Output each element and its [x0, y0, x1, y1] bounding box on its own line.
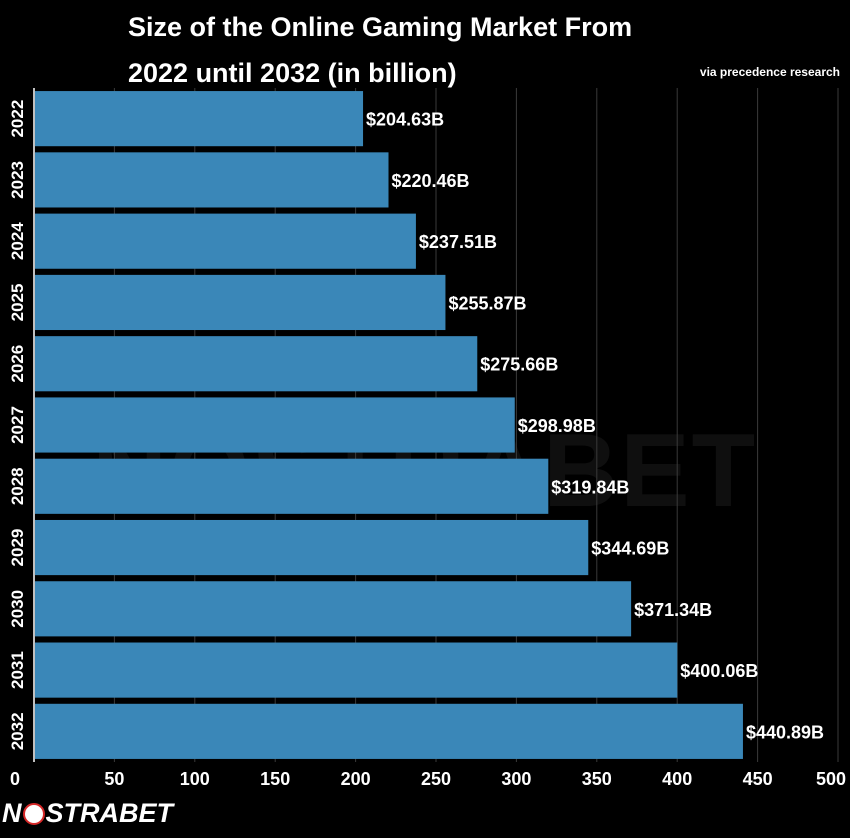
value-label-2025: $255.87B: [448, 293, 526, 313]
bar-2030: [35, 581, 632, 637]
x-tick-label-0: 0: [10, 769, 20, 789]
chart-title: Size of the Online Gaming Market From 20…: [128, 4, 688, 96]
value-label-2023: $220.46B: [391, 171, 469, 191]
category-label-2027: 2027: [8, 406, 27, 444]
x-tick-label-50: 50: [104, 769, 124, 789]
value-label-2031: $400.06B: [680, 661, 758, 681]
x-tick-label-300: 300: [501, 769, 531, 789]
chart-title-line-2: 2022 until 2032 (in billion): [128, 58, 457, 88]
logo-text-left: N: [2, 798, 22, 828]
value-label-2024: $237.51B: [419, 232, 497, 252]
x-tick-label-250: 250: [421, 769, 451, 789]
category-label-2024: 2024: [8, 222, 27, 260]
x-tick-label-100: 100: [180, 769, 210, 789]
category-label-2032: 2032: [8, 712, 27, 750]
chart-title-line-1: Size of the Online Gaming Market From: [128, 12, 633, 42]
x-tick-label-350: 350: [582, 769, 612, 789]
x-tick-label-450: 450: [743, 769, 773, 789]
x-tick-label-150: 150: [260, 769, 290, 789]
value-label-2022: $204.63B: [366, 110, 444, 130]
bar-2031: [35, 642, 678, 698]
category-label-2029: 2029: [8, 529, 27, 567]
bar-2026: [35, 336, 478, 392]
x-tick-label-400: 400: [662, 769, 692, 789]
bar-2023: [35, 152, 389, 208]
category-label-2030: 2030: [8, 590, 27, 628]
bar-2028: [35, 458, 549, 514]
bar-2027: [35, 397, 515, 453]
value-label-2032: $440.89B: [746, 722, 824, 742]
logo-text-right: STRABET: [45, 798, 174, 828]
brand-logo: N STRABET: [2, 798, 173, 829]
category-label-2025: 2025: [8, 284, 27, 322]
bar-2029: [35, 519, 589, 576]
value-label-2028: $319.84B: [551, 477, 629, 497]
category-label-2028: 2028: [8, 467, 27, 505]
source-note: via precedence research: [699, 65, 840, 79]
x-tick-label-500: 500: [816, 769, 846, 789]
soccer-ball-icon: [22, 802, 45, 825]
category-label-2031: 2031: [8, 651, 27, 689]
bar-2032: [35, 703, 743, 759]
bar-2025: [35, 274, 446, 331]
category-label-2023: 2023: [8, 161, 27, 199]
value-label-2029: $344.69B: [591, 539, 669, 559]
category-label-2022: 2022: [8, 100, 27, 138]
value-label-2027: $298.98B: [518, 416, 596, 436]
value-label-2030: $371.34B: [634, 600, 712, 620]
bar-2024: [35, 213, 416, 269]
x-tick-label-200: 200: [341, 769, 371, 789]
bar-2022: [35, 91, 364, 147]
value-label-2026: $275.66B: [480, 355, 558, 375]
category-label-2026: 2026: [8, 345, 27, 383]
